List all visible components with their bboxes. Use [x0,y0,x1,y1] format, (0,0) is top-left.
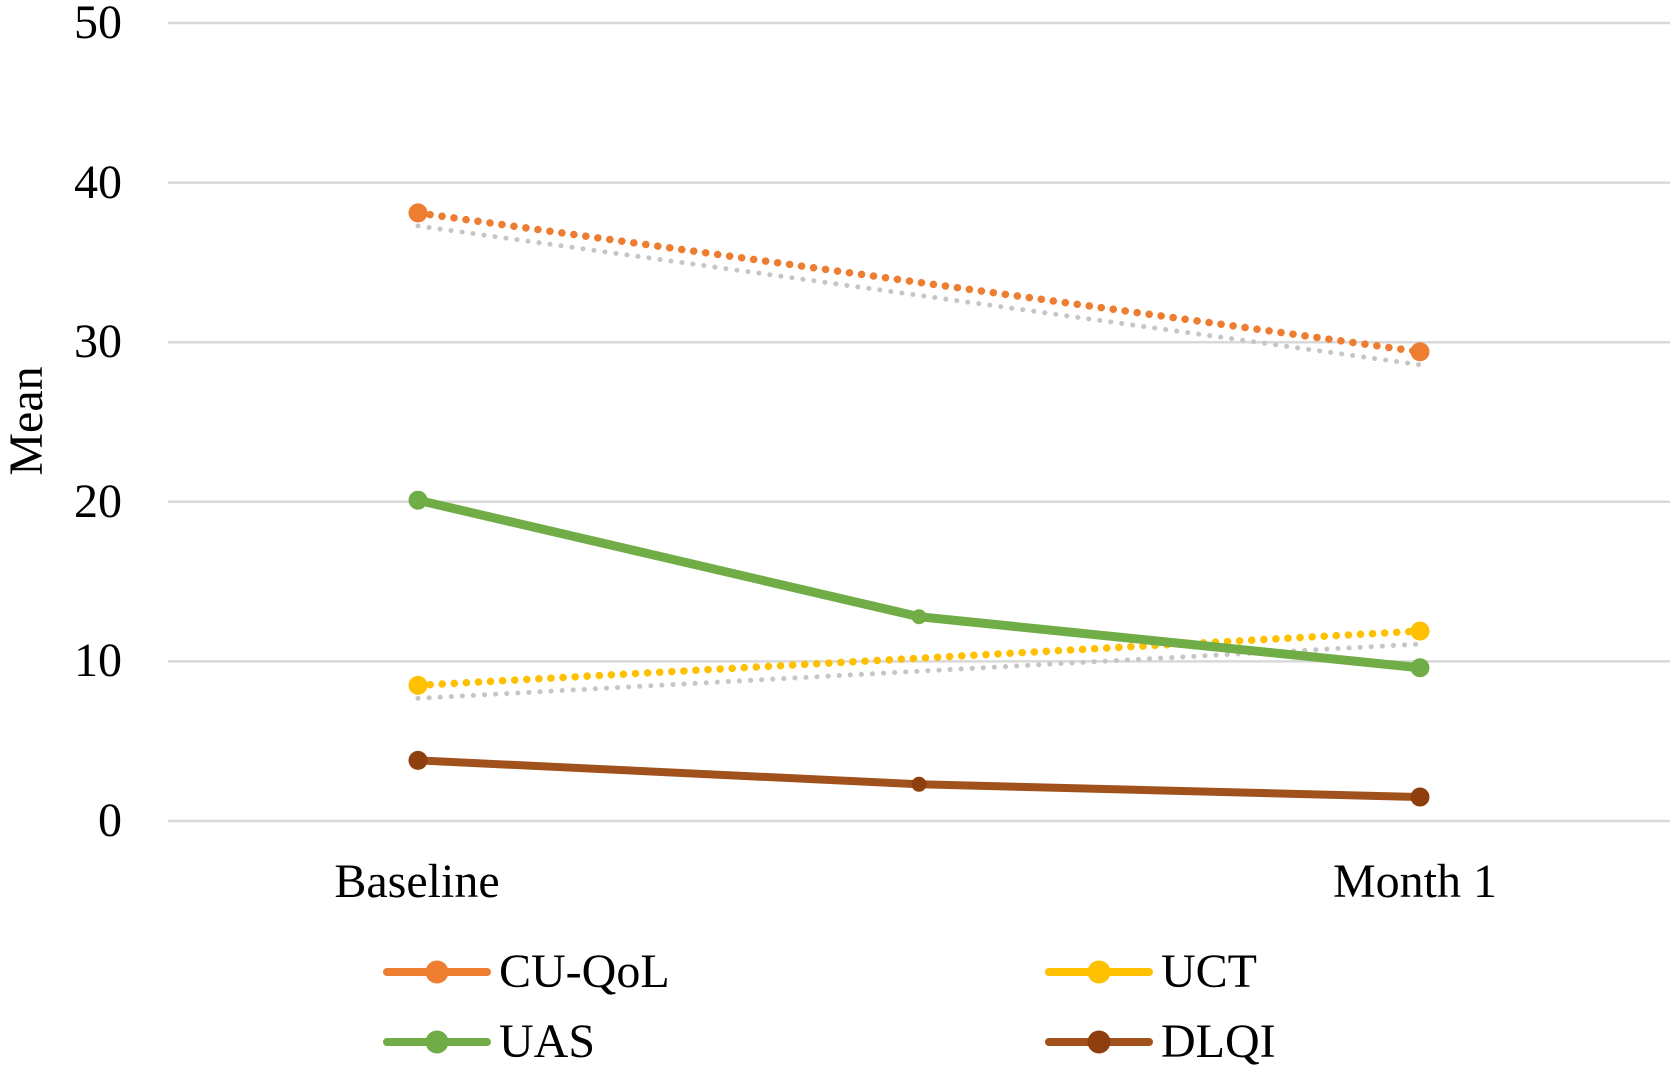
data-point-UCT [1410,621,1430,641]
data-point-UAS [1410,658,1430,678]
trendline-UCT [415,641,1423,701]
legend-line-marker-cu-qol [383,960,491,984]
y-tick-label-50: 50 [74,0,122,49]
y-tick-label-40: 40 [74,155,122,209]
y-axis-title: Mean [0,366,53,476]
legend-dot-icon [425,960,449,984]
legend-line-marker-uct [1045,960,1153,984]
series-line-UAS [413,495,1425,673]
legend-label-uas: UAS [499,1015,596,1068]
legend-label-cu-qol: CU-QoL [499,945,670,998]
legend-item-uas: UAS [383,1018,595,1066]
x-axis-label-baseline: Baseline [334,855,500,908]
y-tick-label-0: 0 [98,794,122,847]
y-tick-label-10: 10 [74,634,122,688]
data-point-UAS [911,609,927,625]
legend-label-dlqi: DLQI [1161,1015,1276,1068]
y-tick-label-20: 20 [74,474,122,528]
data-point-CU-QoL [408,203,428,223]
y-tick-label-30: 30 [74,315,122,369]
data-point-CU-QoL [1410,342,1430,362]
legend-line-marker-uas [383,1030,491,1054]
legend-label-uct: UCT [1161,945,1257,998]
data-point-UCT [408,675,428,695]
legend-item-dlqi: DLQI [1045,1018,1276,1066]
legend-line-marker-dlqi [1045,1030,1153,1054]
legend-item-uct: UCT [1045,948,1257,996]
data-point-DLQI [408,750,428,770]
x-axis-label-month-1: Month 1 [1332,855,1498,908]
series-line-CU-QoL [414,209,1424,356]
legend-dot-icon [1087,960,1111,984]
series-line-UCT [414,627,1424,690]
legend-dot-icon [1087,1030,1111,1054]
legend-dot-icon [425,1030,449,1054]
data-point-DLQI [1410,787,1430,807]
data-point-DLQI [911,776,927,792]
legend-item-cu-qol: CU-QoL [383,948,670,996]
trendline-CU-QoL [415,223,1423,368]
data-point-UAS [408,490,428,510]
